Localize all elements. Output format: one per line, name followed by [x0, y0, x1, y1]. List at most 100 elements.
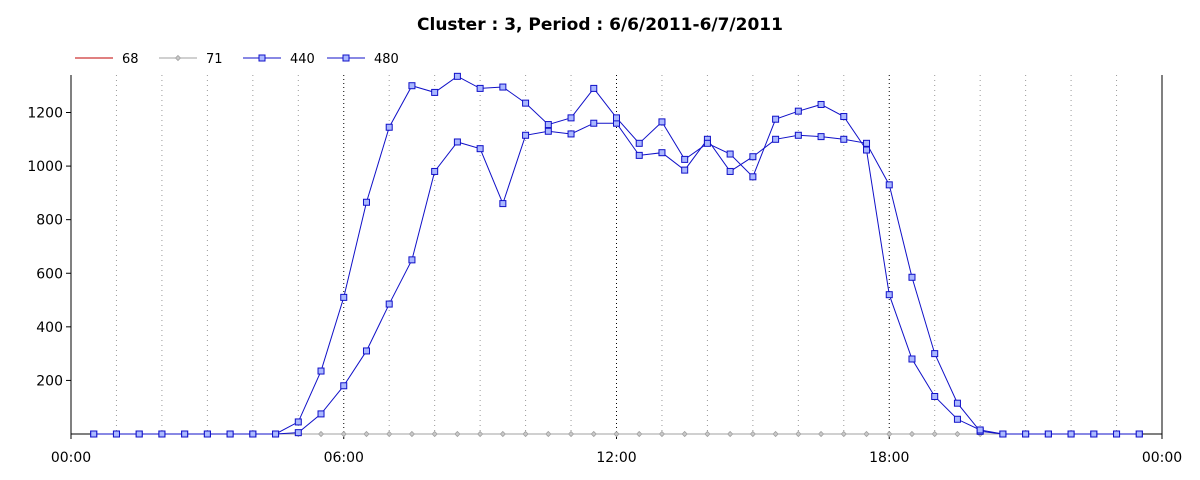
x-tick-label: 00:00 — [51, 450, 91, 466]
data-point — [454, 430, 461, 438]
data-point — [749, 430, 756, 438]
data-point — [567, 130, 575, 138]
data-point — [727, 430, 734, 438]
data-point — [817, 133, 825, 141]
data-point — [362, 198, 370, 206]
data-point — [386, 430, 393, 438]
data-point — [817, 100, 825, 108]
data-point — [112, 430, 120, 438]
data-point — [226, 430, 234, 438]
grid-lines — [115, 75, 1118, 434]
data-point — [840, 135, 848, 143]
x-tick-label: 12:00 — [596, 450, 636, 466]
data-point — [704, 430, 711, 438]
y-tick-label: 1000 — [27, 159, 63, 175]
data-point — [1022, 430, 1030, 438]
data-point — [681, 155, 689, 163]
series-480 — [90, 72, 1143, 438]
data-point — [749, 173, 757, 181]
x-tick-label: 06:00 — [324, 450, 364, 466]
data-point — [567, 114, 575, 122]
data-point — [953, 399, 961, 407]
data-point — [249, 430, 257, 438]
data-point — [885, 181, 893, 189]
data-point — [340, 382, 348, 390]
x-tick-label: 18:00 — [869, 450, 909, 466]
data-point — [431, 167, 439, 175]
data-point — [590, 119, 598, 127]
data-point — [340, 430, 347, 438]
data-point — [908, 355, 916, 363]
data-point — [522, 430, 529, 438]
data-point — [794, 107, 802, 115]
y-tick-label: 400 — [36, 320, 63, 336]
data-point — [635, 151, 643, 159]
data-point — [181, 430, 189, 438]
data-point — [681, 166, 689, 174]
data-point — [385, 300, 393, 308]
data-point — [90, 430, 98, 438]
data-point — [658, 149, 666, 157]
data-point — [908, 430, 916, 438]
data-point — [408, 430, 416, 438]
data-point — [840, 113, 848, 121]
legend-item-71: 71 — [159, 52, 223, 67]
data-point — [340, 293, 348, 301]
data-point — [1044, 430, 1052, 438]
data-point — [1113, 430, 1121, 438]
legend-marker — [258, 54, 266, 62]
data-point — [772, 135, 780, 143]
legend-item-440: 440 — [243, 52, 315, 67]
data-point — [408, 82, 416, 90]
data-point — [363, 430, 370, 438]
data-point — [522, 99, 530, 107]
data-point — [1090, 430, 1098, 438]
data-point — [976, 426, 984, 434]
chart-title: Cluster : 3, Period : 6/6/2011-6/7/2011 — [417, 15, 783, 35]
y-tick-label: 200 — [36, 373, 63, 389]
data-point — [863, 139, 871, 147]
data-point — [431, 430, 438, 438]
data-point — [317, 410, 325, 418]
legend-label: 440 — [290, 52, 315, 67]
data-point — [931, 350, 939, 358]
data-point — [544, 127, 552, 135]
data-point — [931, 392, 939, 400]
legend-item-68: 68 — [75, 52, 139, 67]
data-point — [817, 430, 825, 438]
data-point — [885, 291, 893, 299]
data-point — [681, 430, 688, 438]
data-point — [294, 429, 302, 437]
data-point — [931, 430, 938, 438]
axes: 200 400 600 800 1000 1200 00:00 06:00 12:00 18:00… — [27, 75, 1182, 466]
legend: 68 71 440 480 — [75, 52, 399, 67]
data-point — [635, 139, 643, 147]
data-point — [795, 430, 802, 438]
data-point — [590, 430, 597, 438]
legend-label: 480 — [374, 52, 399, 67]
data-point — [636, 430, 643, 438]
data-point — [453, 138, 461, 146]
data-point — [385, 123, 393, 131]
data-point — [863, 430, 870, 438]
data-point — [954, 430, 961, 438]
data-point — [431, 88, 439, 96]
data-point — [272, 430, 280, 438]
data-point — [317, 367, 325, 375]
data-point — [703, 139, 711, 147]
data-point — [499, 430, 506, 438]
data-point — [499, 200, 507, 208]
y-tick-label: 600 — [36, 266, 63, 282]
data-point — [863, 146, 871, 154]
data-point — [749, 153, 757, 161]
legend-marker — [174, 54, 182, 62]
data-point — [658, 118, 666, 126]
legend-marker — [342, 54, 350, 62]
data-point — [477, 430, 484, 438]
data-point — [772, 115, 780, 123]
data-point — [203, 430, 211, 438]
data-point — [658, 430, 666, 438]
data-point — [840, 430, 847, 438]
data-point — [590, 84, 598, 92]
data-point — [362, 347, 370, 355]
